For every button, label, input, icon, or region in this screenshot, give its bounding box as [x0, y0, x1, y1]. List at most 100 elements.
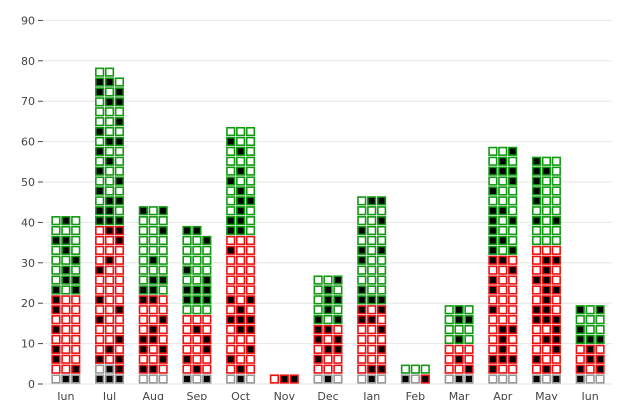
waffle-cell-red [71, 315, 81, 325]
waffle-cell-red [531, 315, 542, 325]
waffle-cell-red [464, 354, 474, 364]
x-tick-label: Sep [187, 390, 208, 400]
waffle-cell-green [61, 275, 71, 285]
waffle-cell-red [104, 324, 115, 335]
waffle-cell-green [488, 166, 498, 176]
waffle-cell-green [95, 166, 105, 176]
waffle-cell-green [104, 146, 115, 156]
waffle-cell-red [333, 364, 343, 374]
waffle-cell-red [104, 225, 115, 236]
x-tick-label: Jul [102, 390, 116, 400]
x-tick-label: Feb [406, 390, 425, 400]
waffle-cell-green [357, 255, 367, 265]
waffle-cell-green [104, 67, 115, 77]
waffle-cell-green [498, 245, 508, 255]
waffle-cell-green [192, 295, 202, 305]
waffle-cell-red [148, 354, 158, 364]
waffle-cell-red [95, 315, 105, 325]
waffle-cell-green [236, 146, 246, 156]
waffle-cell-red [376, 324, 387, 335]
waffle-cell-green [357, 206, 367, 216]
waffle-cell-red [236, 354, 246, 364]
waffle-cell-red [531, 334, 542, 345]
waffle-cell-red [508, 344, 518, 354]
waffle-cell-green [454, 305, 464, 315]
waffle-cell-red [192, 315, 202, 325]
waffle-cell-gray [488, 374, 498, 384]
waffle-cell-red [236, 255, 246, 265]
waffle-cell-gray [595, 374, 605, 384]
waffle-cell-red [531, 305, 542, 315]
y-tick-label: 10 [21, 338, 35, 351]
y-tick-label: 90 [21, 14, 35, 27]
waffle-cell-green [104, 166, 115, 176]
waffle-cell-red [226, 245, 236, 255]
waffle-cell-green [245, 136, 256, 147]
waffle-cell-green [158, 245, 168, 255]
waffle-cell-green [498, 235, 508, 246]
waffle-cell-green [367, 255, 377, 265]
waffle-cell-green [498, 225, 508, 236]
x-tick-label: Nov [274, 390, 296, 400]
waffle-cell-green [51, 275, 61, 285]
waffle-cell-red [95, 275, 105, 285]
waffle-cell-red [367, 364, 377, 374]
waffle-cell-red [95, 354, 105, 364]
waffle-cell-green [138, 225, 148, 236]
waffle-cell-green [323, 275, 333, 285]
waffle-cell-red [192, 324, 202, 335]
waffle-cell-green [202, 295, 212, 305]
waffle-cell-green [226, 146, 236, 156]
waffle-cell-red [61, 315, 71, 325]
waffle-cell-red [488, 354, 498, 364]
waffle-cell-green [376, 196, 387, 206]
waffle-cell-green [551, 186, 561, 196]
waffle-cell-green [245, 206, 256, 216]
waffle-cell-green [357, 295, 367, 305]
waffle-cell-red [138, 354, 148, 364]
waffle-cell-red [71, 305, 81, 315]
waffle-cell-red [182, 334, 192, 345]
waffle-cell-red [313, 344, 323, 354]
waffle-cell-green [95, 156, 105, 166]
waffle-cell-red [541, 265, 552, 275]
waffle-cell-red [148, 305, 158, 315]
waffle-cell-red [245, 334, 256, 345]
waffle-cell-red [508, 315, 518, 325]
waffle-cell-red [95, 285, 105, 295]
waffle-cell-red [551, 295, 561, 305]
waffle-cell-red [236, 275, 246, 285]
waffle-cell-green [114, 107, 125, 117]
waffle-cell-green [498, 166, 508, 176]
waffle-cell-red [333, 324, 343, 335]
y-tick-label: 60 [21, 136, 35, 149]
waffle-cell-green [114, 176, 125, 186]
waffle-cell-green [114, 206, 125, 216]
waffle-cell-red [585, 354, 595, 364]
waffle-cell-gray [454, 374, 464, 384]
waffle-cell-red [226, 255, 236, 265]
waffle-cell-red [376, 344, 387, 354]
waffle-cell-green [508, 186, 518, 196]
waffle-cell-green [454, 324, 464, 335]
waffle-cell-green [202, 255, 212, 265]
waffle-cell-gray [508, 374, 518, 384]
waffle-cell-red [236, 235, 246, 246]
waffle-cell-red [313, 354, 323, 364]
waffle-cell-red [269, 374, 280, 384]
waffle-cell-red [508, 354, 518, 364]
waffle-cell-red [61, 354, 71, 364]
waffle-cell-green [551, 225, 561, 236]
waffle-cell-green [182, 295, 192, 305]
waffle-cell-red [51, 334, 61, 345]
waffle-cell-green [202, 305, 212, 315]
waffle-cell-red [333, 344, 343, 354]
waffle-cell-red [71, 324, 81, 335]
waffle-cell-green [454, 334, 464, 345]
waffle-cell-green [313, 295, 323, 305]
x-tick-label: Oct [231, 390, 251, 400]
waffle-cell-green [367, 196, 377, 206]
waffle-cell-green [104, 126, 115, 137]
waffle-cell-red [541, 334, 552, 345]
waffle-cell-green [488, 186, 498, 196]
